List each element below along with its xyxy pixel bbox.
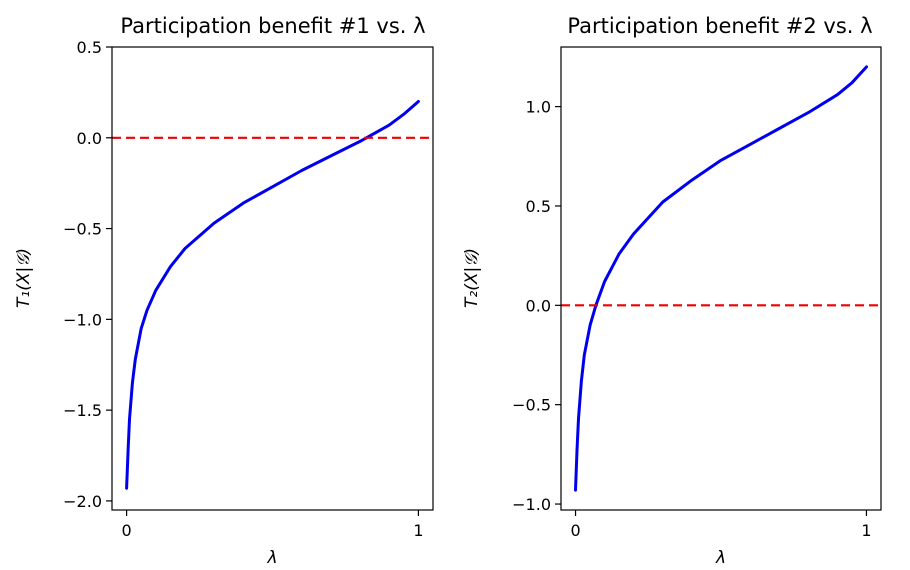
chart-panel-1: Participation benefit #1 vs. λ −2.0−1.5−… [14, 14, 434, 568]
x-tick-label: 0 [570, 521, 580, 540]
y-tick-label: −1.0 [63, 310, 102, 329]
y-tick-label: 0.0 [77, 129, 102, 148]
x-axis-label: λ [715, 548, 726, 568]
series-group [561, 65, 881, 492]
tick-group: −1.0 −0.5 0.0 0.5 1.0 0 1 [512, 98, 871, 540]
y-tick-label: −2.0 [63, 492, 102, 511]
chart-title: Participation benefit #1 vs. λ [120, 14, 425, 38]
x-tick-label: 1 [413, 521, 423, 540]
y-tick-label: 1.0 [526, 98, 551, 117]
y-tick-label: 0.0 [526, 296, 551, 315]
y-axis-label: T₁(X|𝒢) [14, 248, 34, 308]
y-tick-label: −1.0 [512, 495, 551, 514]
series-group [112, 100, 433, 490]
benefit-curve [125, 100, 420, 490]
x-tick-label: 0 [121, 521, 131, 540]
plot-frame [560, 46, 882, 511]
y-tick-label: −0.5 [63, 220, 102, 239]
y-tick-label: 0.5 [77, 38, 102, 57]
x-tick-label: 1 [861, 521, 871, 540]
benefit-curve [574, 65, 868, 492]
tick-group: −2.0 −1.5 −1.0 −0.5 0.0 0.5 0 1 [63, 38, 423, 540]
y-tick-label: −1.5 [63, 401, 102, 420]
y-tick-label: −0.5 [512, 396, 551, 415]
chart-panel-2: Participation benefit #2 vs. λ −1.0 −0.5 0… [462, 14, 882, 568]
y-tick-label: 0.5 [526, 197, 551, 216]
plot-frame [111, 46, 434, 511]
chart-title: Participation benefit #2 vs. λ [567, 14, 872, 38]
x-axis-label: λ [266, 548, 277, 568]
y-axis-label: T₂(X|𝒢) [462, 248, 482, 308]
